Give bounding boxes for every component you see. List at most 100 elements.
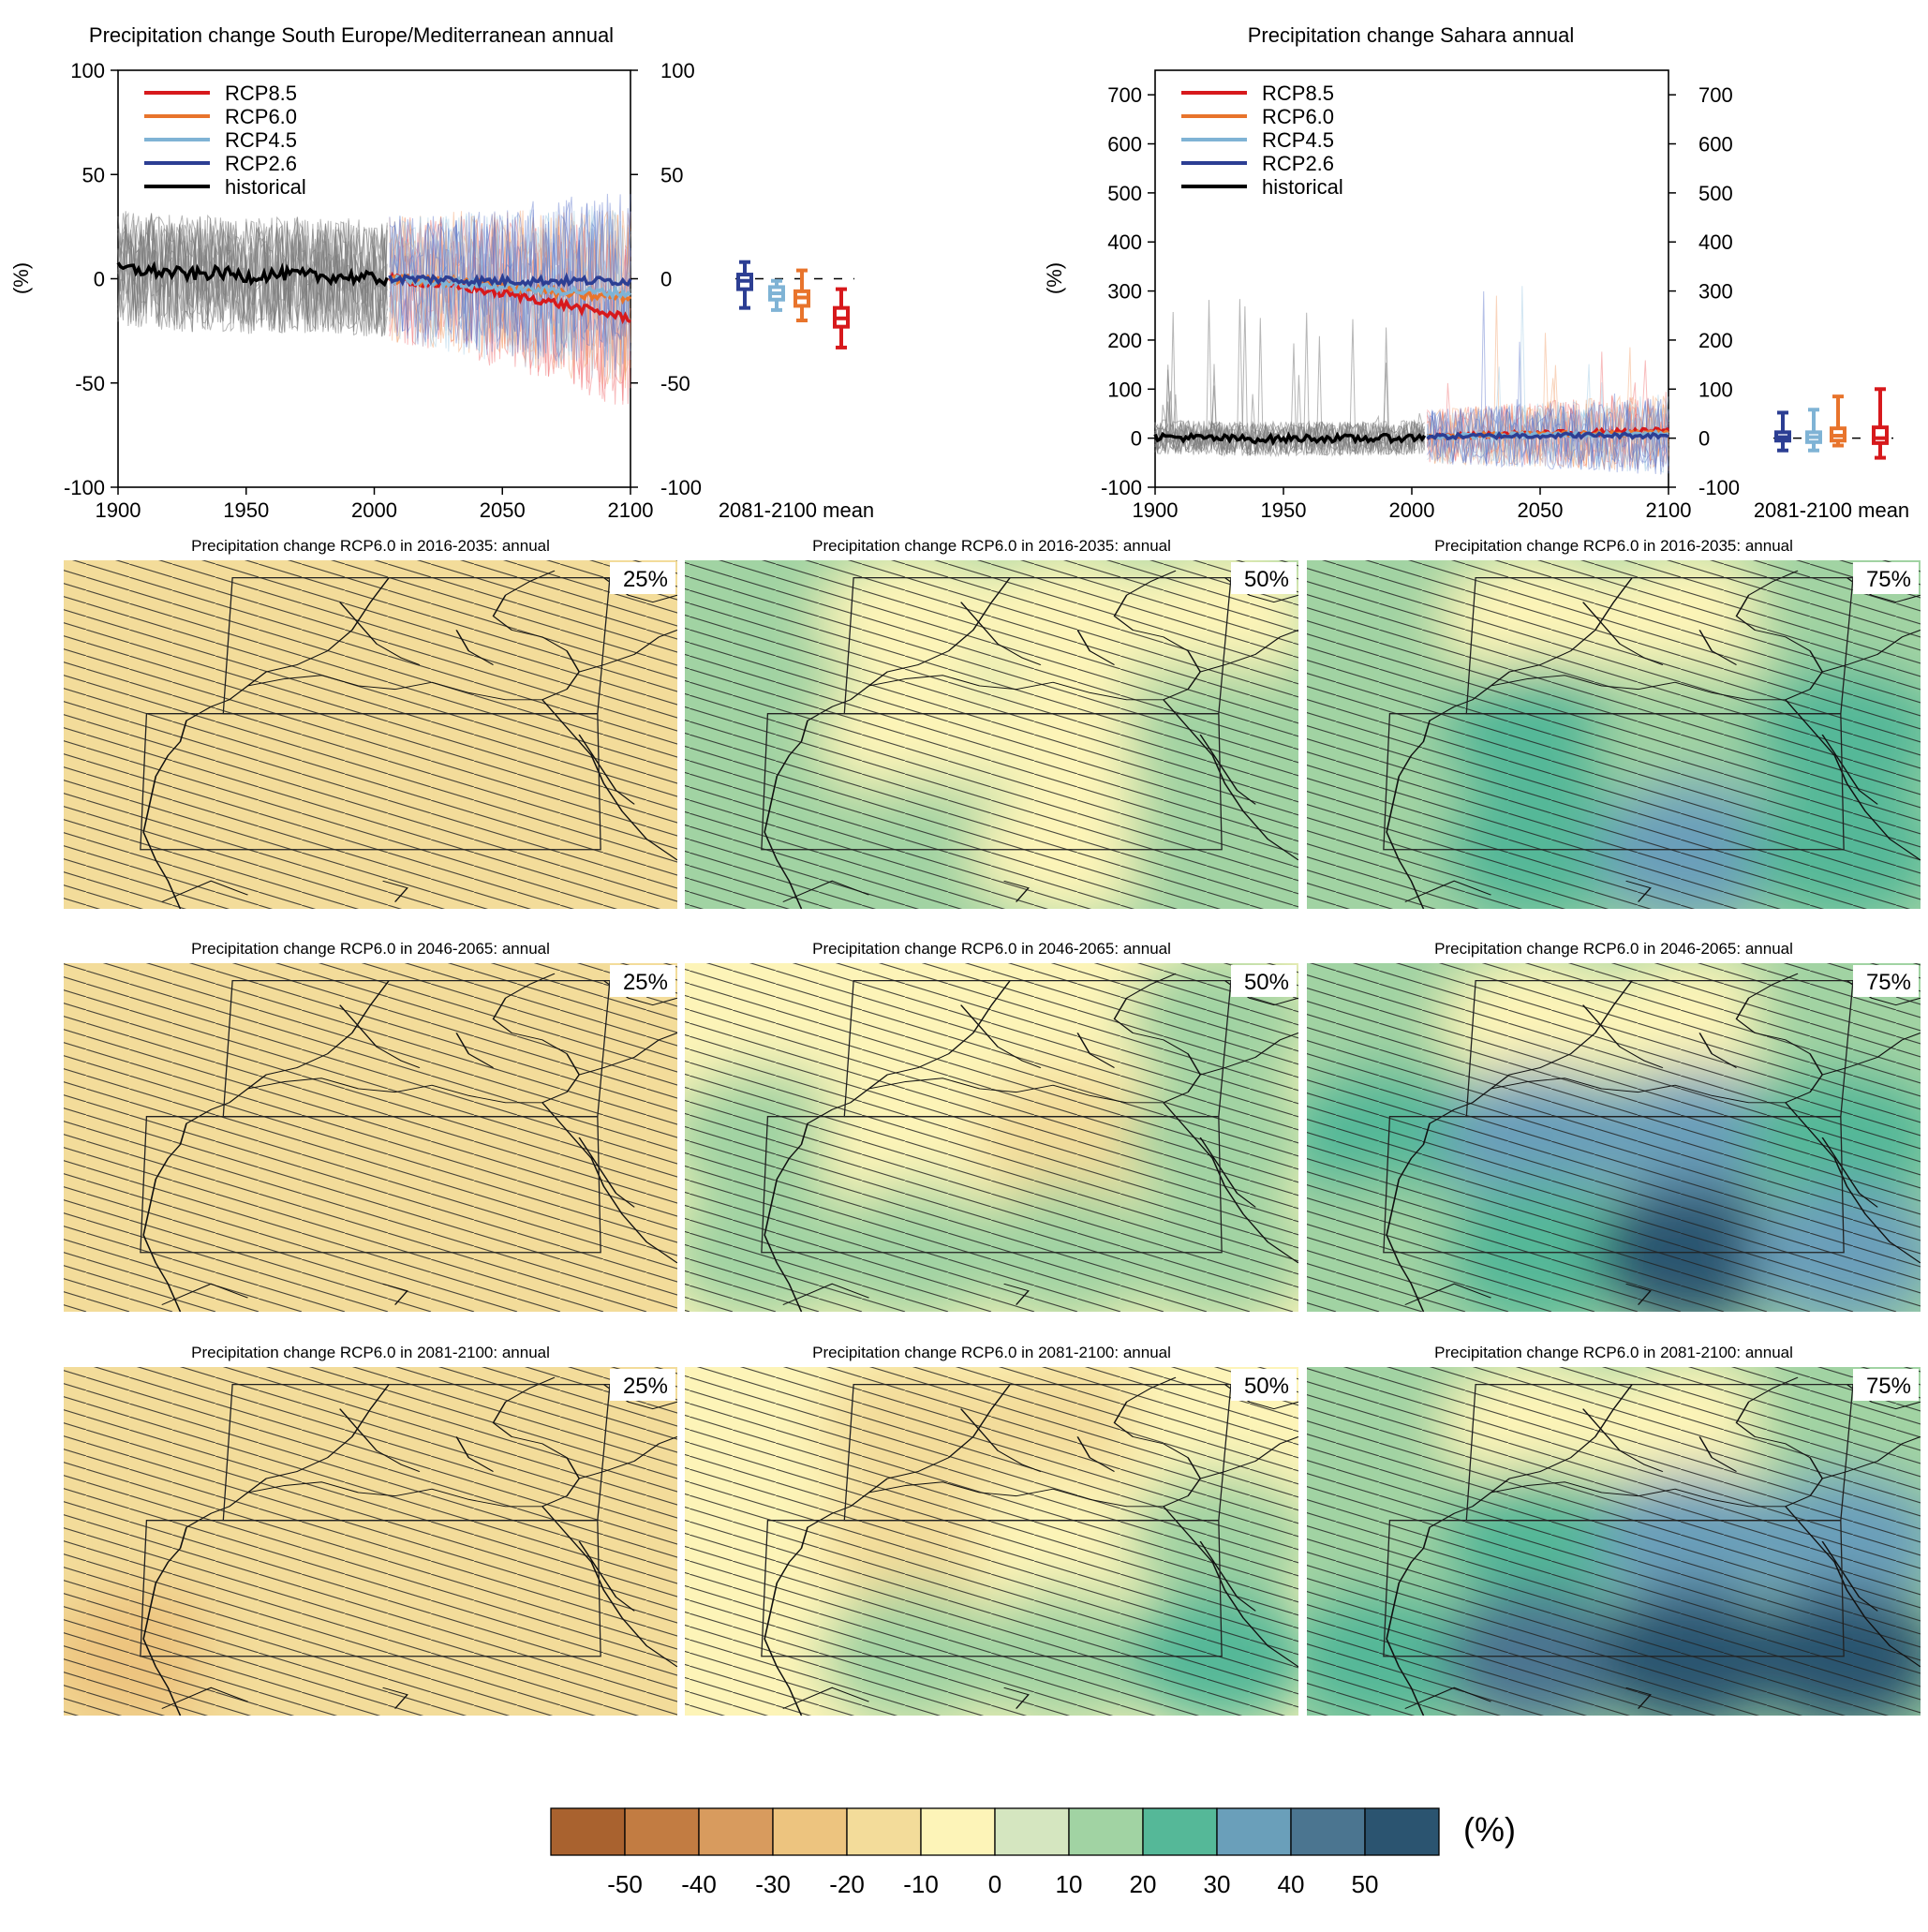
- region-box-sahara: [1383, 1116, 1845, 1254]
- map-panel-3-1: Precipitation change RCP6.0 in 2081-2100…: [64, 1344, 677, 1716]
- ensemble-member-historical: [117, 214, 388, 336]
- x-tick-label: 2000: [1389, 498, 1435, 522]
- ensemble-member-RCP6.0: [389, 211, 631, 383]
- map-field: [685, 560, 1298, 909]
- legend-label: RCP2.6: [1262, 152, 1334, 175]
- colorbar-cell: [698, 1807, 774, 1856]
- colorbar-tick-label: 0: [988, 1870, 1001, 1898]
- x-tick-label: 1950: [223, 498, 269, 522]
- x-tick-label: 1950: [1261, 498, 1307, 522]
- ensemble-member-RCP4.5: [389, 215, 631, 378]
- legend-label: RCP2.6: [225, 152, 297, 175]
- region-box-sahara: [140, 1116, 601, 1254]
- map-panel-title: Precipitation change RCP6.0 in 2016-2035…: [812, 537, 1171, 555]
- ensemble-member-RCP4.5: [1426, 394, 1669, 470]
- map-panel-title: Precipitation change RCP6.0 in 2016-2035…: [191, 537, 550, 555]
- y-ticks-left-med: 100 50 0 -50 -100: [64, 59, 118, 499]
- colorbar-tick-label: -40: [681, 1870, 717, 1898]
- legend-label: historical: [225, 175, 306, 199]
- significance-hatching: [1307, 963, 1921, 1312]
- significance-hatching: [685, 1367, 1298, 1716]
- y-tick-label-right: 0: [1698, 427, 1710, 451]
- box-plots-med: [735, 260, 854, 349]
- percentile-label: 25%: [623, 1374, 668, 1399]
- significance-hatching: [64, 1367, 677, 1716]
- y-tick-label-right: 100: [1698, 378, 1733, 401]
- ensemble-spread-med: [117, 193, 631, 405]
- map-field: [64, 963, 677, 1312]
- map-field: [64, 560, 677, 909]
- percentile-badge: [1853, 1369, 1919, 1401]
- map-panel-title: Precipitation change RCP6.0 in 2046-2065…: [812, 940, 1171, 958]
- x-tick-label: 2100: [608, 498, 654, 522]
- ensemble-member-historical: [1154, 318, 1426, 456]
- percentile-label: 75%: [1866, 970, 1911, 995]
- y-tick-label-right: 400: [1698, 230, 1733, 254]
- percentile-label: 50%: [1244, 567, 1289, 592]
- chart-med-timeseries: Precipitation change South Europe/Medite…: [9, 23, 874, 522]
- y-tick-label-right: 700: [1698, 83, 1733, 107]
- colorbar-cell: [1364, 1807, 1440, 1856]
- y-tick-label-right: 50: [660, 163, 683, 186]
- y-tick-label: 700: [1107, 83, 1142, 107]
- ensemble-member-RCP2.6: [389, 194, 631, 359]
- ensemble-member-historical: [1154, 412, 1426, 458]
- percentile-badge: [610, 562, 675, 594]
- y-tick-label: 0: [1131, 427, 1142, 451]
- map-field: [1307, 560, 1921, 909]
- map-panel-title: Precipitation change RCP6.0 in 2081-2100…: [1434, 1344, 1793, 1361]
- y-tick-label: 400: [1107, 230, 1142, 254]
- region-box-sahara: [761, 1116, 1223, 1254]
- x-tick-label: 1900: [1133, 498, 1179, 522]
- colorbar-tick-label: 30: [1204, 1870, 1231, 1898]
- mean-label-sahara: 2081-2100 mean: [1754, 498, 1909, 522]
- series-line-RCP2.6: [1426, 431, 1669, 441]
- significance-hatching: [1307, 1367, 1921, 1716]
- percentile-badge: [1231, 562, 1297, 594]
- percentile-badge: [610, 965, 675, 997]
- percentile-label: 75%: [1866, 567, 1911, 592]
- legend-label: historical: [1262, 175, 1343, 199]
- map-panel-3-2: Precipitation change RCP6.0 in 2081-2100…: [685, 1344, 1298, 1716]
- ensemble-member-historical: [117, 221, 388, 336]
- chart-sahara-timeseries: Precipitation change Sahara annual (%) 7…: [1043, 23, 1909, 522]
- chart-title-med: Precipitation change South Europe/Medite…: [89, 23, 614, 47]
- region-box-sahara: [761, 1520, 1223, 1657]
- y-tick-label-right: -100: [660, 476, 702, 499]
- y-tick-label: -100: [64, 476, 105, 499]
- series-lines-med: [116, 260, 632, 325]
- percentile-label: 25%: [623, 970, 668, 995]
- colorbar-cell: [1290, 1807, 1366, 1856]
- ensemble-member-RCP8.5: [1427, 392, 1669, 468]
- map-panel-1-2: Precipitation change RCP6.0 in 2016-2035…: [685, 537, 1298, 909]
- ensemble-member-RCP2.6: [1426, 290, 1669, 471]
- ensemble-member-historical: [117, 215, 388, 336]
- colorbar-cell: [624, 1807, 700, 1856]
- ensemble-member-RCP4.5: [389, 209, 631, 379]
- percentile-badge: [1231, 965, 1297, 997]
- colorbar-cell: [994, 1807, 1070, 1856]
- legend-label: RCP8.5: [1262, 82, 1334, 105]
- y-tick-label-right: 200: [1698, 329, 1733, 352]
- y-tick-label-right: 600: [1698, 133, 1733, 156]
- colorbar-cell: [1216, 1807, 1292, 1856]
- y-tick-label: 100: [70, 59, 105, 82]
- y-tick-label: 300: [1107, 280, 1142, 304]
- map-panel-3-3: Precipitation change RCP6.0 in 2081-2100…: [1307, 1344, 1921, 1716]
- box-iqr-RCP8.5: [1872, 425, 1889, 445]
- colorbar-cell: [920, 1807, 996, 1856]
- percentile-label: 50%: [1244, 970, 1289, 995]
- ensemble-member-RCP4.5: [1426, 364, 1669, 473]
- box-plots-sahara: [1773, 387, 1893, 460]
- colorbar-tick-label: -50: [607, 1870, 643, 1898]
- map-panel-title: Precipitation change RCP6.0 in 2081-2100…: [812, 1344, 1171, 1361]
- map-panel-2-1: Precipitation change RCP6.0 in 2046-2065…: [64, 940, 677, 1312]
- y-tick-label: 200: [1107, 329, 1142, 352]
- ensemble-member-RCP8.5: [389, 219, 631, 391]
- map-field: [64, 1367, 677, 1716]
- colorbar-cell: [1068, 1807, 1144, 1856]
- y-ticks-right-sahara: 700 600 500 400 300 200 100 0 -100: [1668, 83, 1740, 499]
- y-tick-label-right: 300: [1698, 280, 1733, 304]
- x-tick-label: 1900: [96, 498, 141, 522]
